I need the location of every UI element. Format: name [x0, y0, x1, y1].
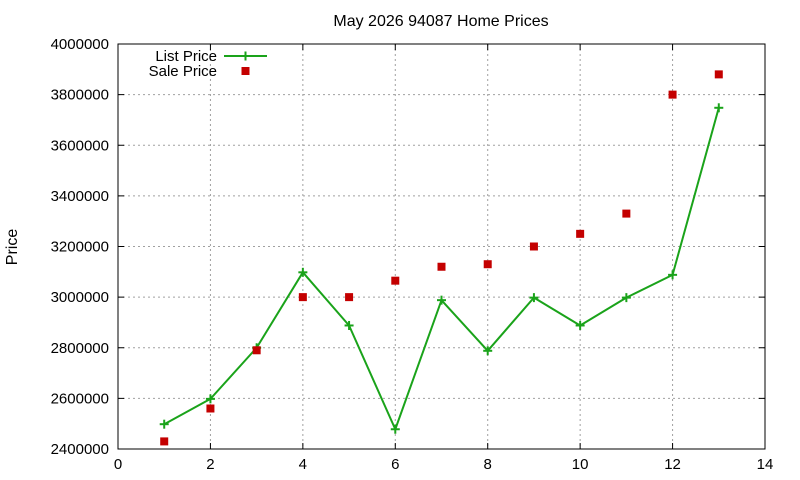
data-point-list-price	[529, 293, 539, 303]
y-tick-label: 3200000	[51, 239, 109, 256]
data-point-list-price	[344, 320, 354, 330]
x-tick-label: 4	[299, 456, 307, 473]
y-tick-label: 2800000	[51, 340, 109, 357]
y-tick-label: 3600000	[51, 137, 109, 154]
legend-label-sale-price: Sale Price	[149, 63, 217, 80]
y-axis: 2400000 2600000 2800000 3000000 3200000 34000…	[51, 36, 765, 458]
grid	[118, 44, 765, 449]
data-point-list-price	[668, 270, 678, 280]
data-point-sale-price	[529, 242, 538, 251]
data-point-sale-price	[298, 293, 307, 302]
legend-marker-sale-price	[241, 67, 250, 75]
plot-frame	[117, 43, 766, 450]
data-point-list-price	[205, 394, 215, 404]
x-tick-label: 14	[757, 456, 774, 473]
y-tick-label: 2600000	[51, 390, 109, 407]
data-point-sale-price	[622, 209, 631, 218]
y-tick-label: 4000000	[51, 36, 109, 53]
x-tick-label: 12	[664, 456, 681, 473]
data-point-list-price	[437, 295, 446, 305]
data-point-sale-price	[160, 437, 169, 446]
series	[159, 70, 724, 446]
data-point-sale-price	[483, 260, 492, 269]
data-point-sale-price	[714, 70, 723, 79]
legend-marker-list-price	[241, 51, 250, 61]
data-point-list-price	[159, 419, 169, 429]
data-point-sale-price	[576, 229, 585, 238]
legend-label-list-price: List Price	[155, 48, 217, 65]
legend: List Price Sale Price	[149, 48, 267, 80]
y-tick-label: 3800000	[51, 87, 109, 104]
data-point-sale-price	[252, 346, 261, 355]
y-axis-label: Price	[4, 229, 21, 266]
data-point-list-price	[298, 267, 308, 277]
data-point-sale-price	[206, 404, 215, 413]
x-tick-label: 10	[572, 456, 589, 473]
data-point-list-price	[575, 320, 585, 330]
x-tick-label: 8	[484, 456, 492, 473]
data-point-list-price	[390, 424, 400, 434]
data-point-sale-price	[668, 90, 677, 99]
data-point-list-price	[483, 346, 493, 356]
data-point-list-price	[621, 293, 631, 303]
y-tick-label: 2400000	[51, 441, 109, 458]
x-tick-label: 2	[206, 456, 214, 473]
data-point-sale-price	[345, 293, 354, 302]
x-tick-label: 6	[391, 456, 399, 473]
y-tick-label: 3000000	[51, 289, 109, 306]
x-axis: 0 2 4 6 8 10 12 14	[114, 44, 774, 473]
chart-title: May 2026 94087 Home Prices	[333, 13, 548, 30]
data-point-sale-price	[437, 262, 446, 271]
y-tick-label: 3400000	[51, 188, 109, 205]
data-point-sale-price	[391, 276, 400, 285]
x-tick-label: 0	[114, 456, 122, 473]
data-point-list-price	[714, 103, 724, 113]
